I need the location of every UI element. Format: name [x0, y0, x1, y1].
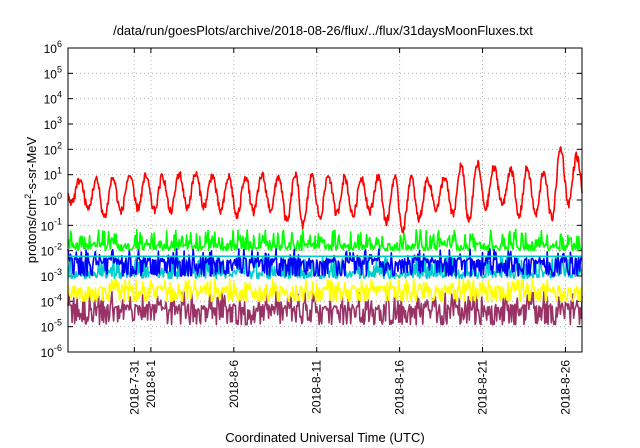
y-axis-label: protons/cm2-s-sr-MeV	[23, 136, 39, 263]
y-axis-label-sup: 2	[23, 194, 33, 199]
chart-title: /data/run/goesPlots/archive/2018-08-26/f…	[113, 23, 533, 38]
y-tick-exp: 2	[57, 140, 62, 150]
y-tick-label: 10-3	[41, 267, 62, 284]
y-tick-base: 10	[41, 346, 55, 360]
y-tick-exp: 3	[57, 115, 62, 125]
y-tick-base: 10	[44, 118, 58, 132]
y-tick-exp: -1	[54, 216, 62, 226]
x-tick-label: 2018-7-31	[127, 360, 141, 415]
series-line	[67, 228, 583, 252]
y-tick-exp: -6	[54, 343, 62, 353]
series-lines	[67, 146, 583, 326]
x-tick-label: 2018-8-6	[227, 360, 241, 408]
y-tick-exp: -5	[54, 318, 62, 328]
y-tick-base: 10	[44, 93, 58, 107]
x-tick-label: 2018-8-11	[310, 360, 324, 414]
y-tick-base: 10	[41, 245, 55, 259]
y-tick-exp: 4	[57, 90, 62, 100]
y-tick-exp: -2	[54, 242, 62, 252]
y-tick-exp: 1	[57, 166, 62, 176]
y-tick-base: 10	[41, 321, 55, 335]
y-tick-label: 101	[44, 166, 62, 183]
y-tick-base: 10	[44, 42, 58, 56]
y-axis-label-base: protons/cm	[24, 199, 39, 263]
x-tick-label: 2018-8-1	[144, 360, 158, 408]
y-tick-label: 10-4	[41, 292, 62, 309]
y-tick-label: 10-2	[41, 242, 62, 259]
x-tick-label: 2018-8-21	[476, 360, 490, 415]
y-tick-exp: 6	[57, 39, 62, 49]
x-tick-labels: 2018-7-31 2018-8-1 2018-8-6 2018-8-11 2018-8…	[127, 360, 572, 415]
y-tick-base: 10	[44, 169, 58, 183]
y-tick-label: 104	[44, 90, 62, 107]
y-tick-labels: 10-610-510-410-310-210-11001011021031041…	[41, 39, 62, 360]
y-tick-label: 102	[44, 140, 62, 157]
y-tick-exp: -4	[54, 292, 62, 302]
y-tick-label: 10-6	[41, 343, 62, 360]
x-tick-label: 2018-8-26	[558, 360, 572, 415]
y-tick-label: 105	[44, 64, 62, 81]
y-tick-exp: -3	[54, 267, 62, 277]
y-tick-base: 10	[44, 67, 58, 81]
y-tick-label: 103	[44, 115, 62, 132]
y-tick-base: 10	[44, 143, 58, 157]
y-tick-exp: 0	[57, 191, 62, 201]
series-line	[67, 290, 583, 326]
y-tick-base: 10	[41, 295, 55, 309]
y-tick-label: 10-1	[41, 216, 62, 233]
series-line-red	[67, 146, 583, 234]
y-tick-base: 10	[41, 219, 55, 233]
y-tick-label: 106	[44, 39, 62, 56]
y-tick-base: 10	[41, 270, 55, 284]
y-tick-label: 100	[44, 191, 62, 208]
series-line	[67, 277, 583, 303]
plot-frame	[67, 47, 583, 353]
y-tick-base: 10	[44, 194, 58, 208]
y-tick-exp: 5	[57, 64, 62, 74]
y-axis-label-rest: -s-sr-MeV	[24, 136, 39, 193]
x-tick-label: 2018-8-16	[393, 360, 407, 415]
y-tick-label: 10-5	[41, 318, 62, 335]
x-axis-label: Coordinated Universal Time (UTC)	[225, 430, 424, 445]
